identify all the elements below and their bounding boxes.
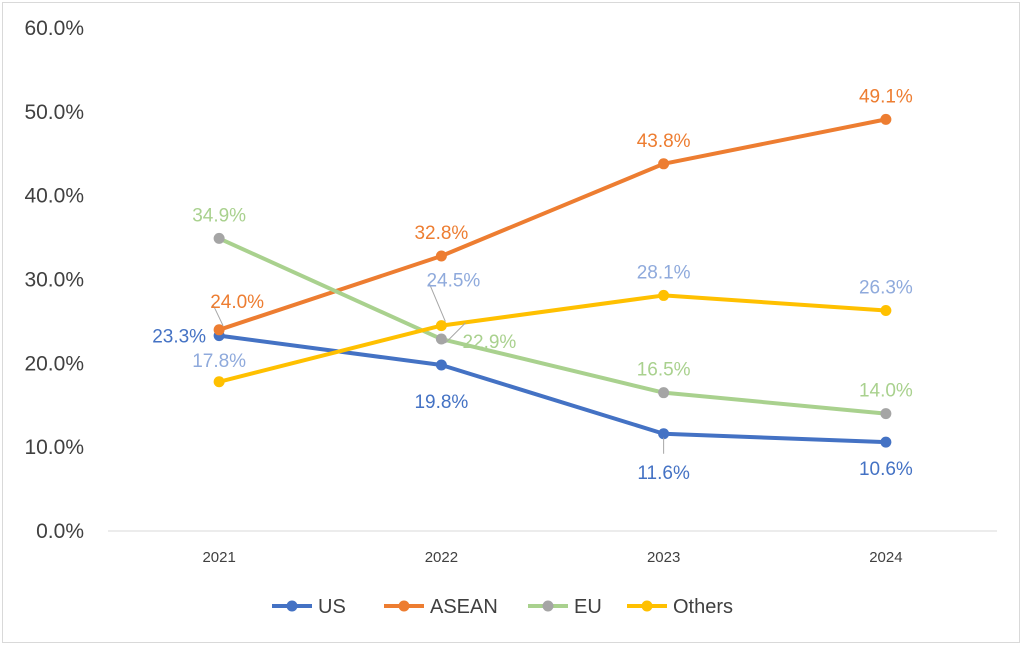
- data-point-eu: [658, 387, 670, 399]
- data-label-asean: 24.0%: [210, 292, 264, 313]
- data-label-asean: 49.1%: [859, 86, 913, 107]
- data-label-eu: 22.9%: [462, 332, 516, 353]
- data-label-others: 28.1%: [637, 262, 691, 283]
- data-point-others: [880, 305, 892, 317]
- legend-label: EU: [574, 596, 602, 618]
- data-label-asean: 32.8%: [414, 223, 468, 244]
- legend-label: Others: [673, 596, 733, 618]
- data-point-others: [435, 320, 447, 332]
- series-line-us: [217, 333, 888, 445]
- data-point-eu: [435, 333, 447, 345]
- x-tick-label: 2023: [647, 549, 680, 566]
- legend-label: US: [318, 596, 346, 618]
- y-tick-label: 30.0%: [24, 269, 84, 292]
- data-point-asean: [658, 158, 670, 170]
- x-tick-label: 2022: [425, 549, 458, 566]
- data-label-others: 17.8%: [192, 351, 246, 372]
- y-tick-label: 0.0%: [36, 520, 84, 543]
- y-tick-label: 60.0%: [24, 17, 84, 40]
- y-tick-label: 10.0%: [24, 436, 84, 459]
- data-point-us: [880, 436, 892, 448]
- data-point-asean: [213, 324, 225, 336]
- legend-swatch-marker: [542, 600, 554, 612]
- data-label-others: 26.3%: [859, 278, 913, 299]
- leader-line: [428, 283, 446, 322]
- data-label-us: 19.8%: [414, 392, 468, 413]
- leader-line: [445, 322, 466, 344]
- data-label-asean: 43.8%: [637, 131, 691, 152]
- data-point-eu: [880, 408, 892, 420]
- series-line-eu: [217, 236, 888, 416]
- y-tick-label: 40.0%: [24, 185, 84, 208]
- x-tick-label: 2021: [202, 549, 235, 566]
- data-label-us: 10.6%: [859, 459, 913, 480]
- legend-swatch-marker: [398, 600, 410, 612]
- legend-swatch-marker: [641, 600, 653, 612]
- data-point-eu: [213, 232, 225, 244]
- data-label-eu: 16.5%: [637, 360, 691, 381]
- data-label-us: 11.6%: [637, 463, 690, 484]
- data-point-others: [213, 376, 225, 388]
- data-point-asean: [435, 250, 447, 262]
- series-line-others: [217, 293, 888, 384]
- y-tick-label: 20.0%: [24, 352, 84, 375]
- data-point-us: [658, 428, 670, 440]
- legend-swatch-marker: [286, 600, 298, 612]
- data-label-eu: 34.9%: [192, 205, 246, 226]
- data-label-others: 24.5%: [426, 271, 480, 292]
- series-line-asean: [217, 117, 888, 332]
- data-label-eu: 14.0%: [859, 381, 913, 402]
- data-point-us: [435, 359, 447, 371]
- data-label-us: 23.3%: [152, 327, 206, 348]
- legend-label: ASEAN: [430, 596, 498, 618]
- data-point-others: [658, 289, 670, 301]
- y-tick-label: 50.0%: [24, 101, 84, 124]
- x-tick-label: 2024: [869, 549, 902, 566]
- data-point-asean: [880, 113, 892, 125]
- leader-line: [212, 304, 224, 327]
